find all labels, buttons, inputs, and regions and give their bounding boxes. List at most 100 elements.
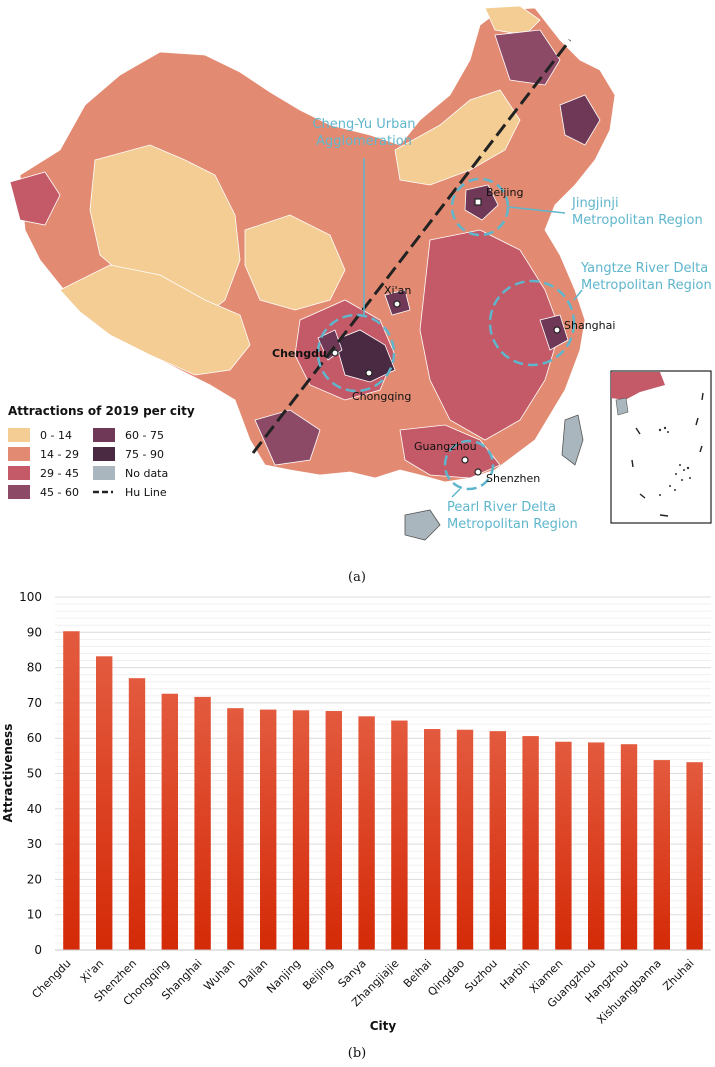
x-tick-label: Xi'an: [78, 957, 107, 986]
legend-swatch: [93, 428, 115, 442]
map-inset: [610, 370, 712, 524]
bar: [63, 631, 80, 950]
city-label-chongqing: Chongqing: [352, 390, 411, 403]
map-region-north-light: [484, 5, 541, 36]
city-label-shanghai: Shanghai: [564, 319, 615, 332]
legend-label: 29 - 45: [40, 467, 79, 480]
y-tick-label: 50: [27, 767, 42, 781]
legend-swatch: [8, 466, 30, 480]
marker-xian: [393, 300, 401, 308]
bar: [96, 656, 113, 950]
connector-pearl: [451, 488, 461, 498]
map-region-northeast-2: [559, 94, 601, 146]
marker-beijing: [474, 198, 482, 206]
map-region-mongolia-light: [394, 89, 521, 186]
legend-item: 14 - 29: [8, 447, 79, 461]
connector-jingjinji: [508, 206, 566, 214]
city-label-guangzhou: Guangzhou: [414, 440, 477, 453]
label-yangtze: Yangtze River Delta Metropolitan Region: [580, 261, 712, 293]
legend-label: 60 - 75: [125, 429, 164, 442]
hu-line: [251, 39, 572, 454]
caption-a: (a): [348, 570, 366, 585]
city-markers: [331, 198, 561, 476]
y-tick-label: 20: [27, 872, 42, 886]
bar: [424, 729, 441, 950]
legend-swatch: [93, 447, 115, 461]
y-tick-label: 10: [27, 908, 42, 922]
legend-item: Hu Line: [93, 486, 167, 499]
legend-label: 45 - 60: [40, 486, 79, 499]
marker-shenzhen: [474, 468, 482, 476]
circle-jingjinji: [450, 177, 510, 237]
legend-label: 14 - 29: [40, 448, 79, 461]
legend-item: 45 - 60: [8, 485, 79, 499]
marker-guangzhou: [461, 456, 469, 464]
legend-swatch: [8, 485, 30, 499]
x-tick-label: Beijing: [300, 957, 336, 993]
y-tick-label: 30: [27, 837, 42, 851]
bar: [686, 762, 703, 950]
legend-label: No data: [125, 467, 168, 480]
x-tick-label: Nanjing: [264, 957, 303, 996]
bar: [358, 716, 375, 950]
y-tick-label: 70: [27, 696, 42, 710]
map-region-guangdong: [399, 424, 501, 479]
marker-chongqing: [365, 369, 373, 377]
legend-item: 29 - 45: [8, 466, 79, 480]
y-tick-label: 90: [27, 625, 42, 639]
bar: [325, 711, 342, 950]
city-label-shenzhen: Shenzhen: [486, 472, 540, 485]
label-pearl: Pearl River Delta Metropolitan Region: [447, 500, 578, 532]
legend-label: 0 - 14: [40, 429, 72, 442]
map-region-shanghai: [539, 314, 569, 351]
map-region-east: [419, 229, 561, 441]
map-region-hainan: [404, 509, 441, 541]
region-circles: [316, 177, 576, 491]
inset-taiwan: [615, 397, 629, 416]
legend-item: No data: [93, 466, 168, 480]
label-jingjinji: Jingjinji Metropolitan Region: [571, 196, 703, 228]
bar: [227, 708, 244, 950]
bar: [161, 693, 178, 950]
y-tick-label: 100: [19, 590, 42, 604]
y-tick-label: 0: [34, 943, 42, 957]
label-chengyu: Cheng-Yu Urban Agglomeration: [312, 117, 415, 149]
bar: [555, 741, 572, 950]
bar: [456, 729, 474, 950]
bar: [194, 696, 211, 950]
legend-swatch: [93, 466, 115, 480]
x-tick-label: Suzhou: [462, 957, 500, 995]
circle-yangtze: [488, 279, 576, 367]
bar: [620, 744, 638, 950]
map-panel: Cheng-Yu Urban Agglomeration Jingjinji Met…: [8, 5, 712, 585]
legend-label: Hu Line: [125, 486, 167, 499]
x-tick-label: Chengdu: [29, 957, 73, 1001]
bar: [128, 678, 146, 950]
bar: [588, 742, 605, 950]
connector-yangtze: [573, 289, 583, 301]
y-axis-label: Attractiveness: [1, 724, 15, 823]
bar: [653, 760, 670, 950]
inset-coast: [611, 372, 665, 400]
inset-dashes: [631, 392, 704, 517]
marker-chengdu: [331, 349, 339, 357]
x-tick-label: Qingdao: [425, 957, 467, 999]
x-tick-label: Zhuhai: [660, 957, 696, 993]
inset-islands: [658, 426, 691, 496]
legend-title: Attractions of 2019 per city: [8, 404, 195, 418]
map-region-tibet-light: [59, 264, 251, 376]
bar: [292, 710, 310, 950]
legend-swatch: [8, 428, 30, 442]
x-axis-label: City: [370, 1019, 397, 1033]
map-region-qinghai-light: [244, 214, 346, 311]
legend-item: 75 - 90: [93, 447, 164, 461]
map-legend: Attractions of 2019 per city 0 - 14 14 - …: [8, 404, 195, 499]
caption-b: (b): [348, 1046, 366, 1061]
legend-item: 0 - 14: [8, 428, 72, 442]
bar: [522, 736, 539, 950]
circle-chengyu: [316, 313, 396, 393]
map-region-chongqing: [334, 329, 396, 383]
y-tick-label: 40: [27, 802, 42, 816]
legend-item: 60 - 75: [93, 428, 164, 442]
legend-label: 75 - 90: [125, 448, 164, 461]
